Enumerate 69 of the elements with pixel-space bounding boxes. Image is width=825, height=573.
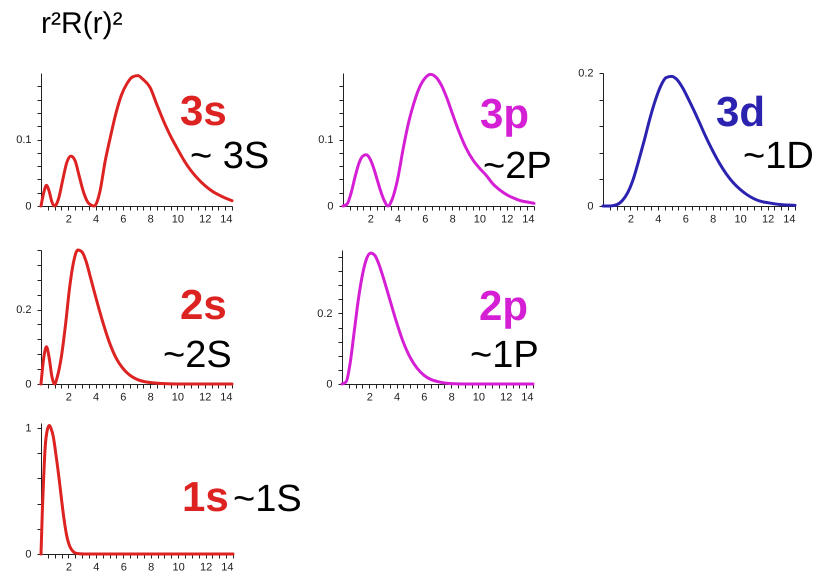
x-tick-label: 2 — [628, 214, 634, 226]
series-label: 3d — [716, 88, 766, 135]
x-tick-label: 4 — [93, 392, 100, 404]
y-tick-label: 0 — [327, 200, 334, 212]
y-tick-label: 0.2 — [578, 68, 594, 80]
y-tick-label: 1 — [25, 422, 32, 435]
x-tick-label: 10 — [472, 392, 486, 404]
x-tick-label: 12 — [500, 392, 512, 404]
chart-title: r²R(r)² — [41, 7, 123, 40]
y-tick-label: 0 — [25, 200, 32, 212]
x-tick-label: 14 — [220, 392, 232, 404]
annotation: ~2S — [163, 334, 232, 376]
y-tick-label: 0 — [25, 548, 32, 560]
line-series — [40, 424, 234, 556]
x-tick-label: 2 — [66, 392, 72, 404]
y-tick-label: 0.1 — [16, 134, 32, 146]
x-tick-label: 14 — [220, 214, 232, 226]
x-tick-label: 6 — [421, 392, 428, 404]
x-tick-label: 10 — [474, 214, 486, 226]
x-tick-label: 6 — [120, 214, 126, 226]
x-tick-label: 10 — [172, 392, 184, 404]
x-tick-label: 2 — [66, 562, 72, 573]
x-tick-label: 10 — [734, 214, 747, 226]
y-tick-label: 0.2 — [317, 308, 332, 320]
series-label: 3p — [480, 90, 530, 137]
x-tick-label: 8 — [448, 392, 455, 404]
x-tick-label: 4 — [394, 392, 400, 404]
x-tick-label: 14 — [221, 562, 234, 573]
annotation: ~1S — [233, 478, 302, 520]
x-tick-label: 12 — [200, 562, 212, 573]
y-tick-label: 0 — [326, 378, 332, 390]
x-tick-label: 12 — [501, 214, 514, 226]
x-tick-label: 4 — [395, 214, 402, 226]
x-tick-label: 2 — [66, 214, 72, 226]
x-tick-label: 10 — [172, 562, 185, 573]
x-tick-label: 6 — [120, 392, 126, 404]
x-tick-label: 4 — [93, 214, 100, 226]
x-tick-label: 14 — [521, 392, 534, 404]
annotation: ~1D — [743, 135, 814, 177]
x-tick-label: 8 — [450, 214, 456, 226]
x-tick-label: 14 — [783, 214, 796, 226]
x-tick-label: 6 — [422, 214, 428, 226]
line-series — [40, 248, 234, 386]
x-tick-label: 8 — [710, 214, 716, 226]
x-tick-label: 14 — [522, 214, 534, 226]
y-tick-label: 0 — [587, 200, 594, 212]
x-tick-label: 12 — [199, 392, 212, 404]
annotation: ~2P — [483, 145, 552, 187]
x-tick-label: 2 — [368, 214, 374, 226]
x-tick-label: 8 — [148, 214, 154, 226]
annotation: ~ 3S — [190, 135, 270, 177]
x-tick-label: 2 — [366, 392, 373, 404]
x-tick-label: 6 — [682, 214, 689, 226]
x-tick-label: 4 — [93, 562, 100, 573]
annotation: ~1P — [470, 334, 539, 376]
y-tick-label: 0.2 — [16, 304, 32, 316]
series-label: 3s — [180, 87, 227, 134]
series-label: 1s — [182, 473, 229, 520]
x-tick-label: 10 — [172, 214, 184, 226]
series-label: 2s — [180, 281, 227, 328]
x-tick-label: 8 — [148, 392, 154, 404]
y-tick-label: 0 — [25, 378, 32, 390]
series-label: 2p — [479, 282, 528, 329]
x-tick-label: 4 — [655, 214, 662, 226]
x-tick-label: 12 — [762, 214, 774, 226]
x-tick-label: 8 — [148, 562, 154, 573]
x-tick-label: 12 — [199, 214, 212, 226]
y-tick-label: 0.1 — [318, 134, 334, 146]
x-tick-label: 6 — [120, 562, 127, 573]
